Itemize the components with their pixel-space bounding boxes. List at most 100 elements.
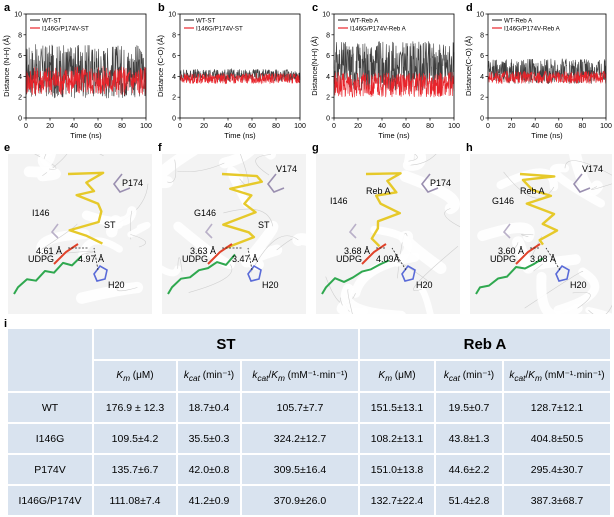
x-tick-label: 20 <box>508 123 516 130</box>
cofactor-label: UDPG <box>336 254 362 264</box>
x-tick-label: 20 <box>46 123 54 130</box>
column-header: kcat (min⁻¹) <box>436 361 504 393</box>
residue-146-label: G146 <box>492 196 514 206</box>
protein-ribbon <box>298 239 306 258</box>
cofactor-label: UDPG <box>490 254 516 264</box>
x-tick-label: 80 <box>579 123 587 130</box>
x-tick-label: 0 <box>24 123 28 130</box>
group-header-reba: Reb A <box>360 329 610 361</box>
legend-label: WT-Reb A <box>504 18 533 25</box>
y-tick-label: 0 <box>326 116 330 123</box>
x-tick-label: 60 <box>94 123 102 130</box>
y-tick-label: 8 <box>326 32 330 39</box>
y-tick-label: 4 <box>18 74 22 81</box>
x-tick-label: 40 <box>378 123 386 130</box>
cofactor-label: UDPG <box>182 254 208 264</box>
panel-label: d <box>466 2 473 14</box>
ligand-label: ST <box>104 220 116 230</box>
histidine-label: H20 <box>570 280 587 290</box>
table-cell: 151.5±13.1 <box>360 393 436 424</box>
panel-label: f <box>158 142 162 154</box>
x-tick-label: 80 <box>272 123 280 130</box>
legend-label: WT-ST <box>42 18 61 25</box>
y-tick-label: 2 <box>326 95 330 102</box>
y-tick-label: 10 <box>168 12 176 19</box>
histidine-label: H20 <box>416 280 433 290</box>
legend-label: WT-ST <box>196 18 215 25</box>
column-header: Km (μM) <box>94 361 178 393</box>
residue-174-label: P174 <box>430 178 451 188</box>
panel-label: b <box>158 2 165 14</box>
x-axis-label: Time (ns) <box>531 131 563 140</box>
x-tick-label: 0 <box>178 123 182 130</box>
x-axis-label: Time (ns) <box>70 131 102 140</box>
protein-ribbon-edge <box>445 209 460 248</box>
x-tick-label: 100 <box>600 123 612 130</box>
protein-ribbon <box>130 225 147 235</box>
table-cell: 295.4±30.7 <box>504 455 610 486</box>
x-axis-label: Time (ns) <box>378 131 410 140</box>
group-header-st: ST <box>94 329 360 361</box>
residue-146-sticks <box>350 224 356 238</box>
table-cell: 109.5±4.2 <box>94 424 178 455</box>
ligand-sticks <box>222 174 262 248</box>
y-axis-label: Distance(C-O) (Å) <box>464 36 473 97</box>
table-cell: 18.7±0.4 <box>178 393 242 424</box>
protein-ribbon <box>379 154 409 161</box>
protein-ribbon <box>29 172 55 176</box>
y-tick-label: 10 <box>476 12 484 19</box>
legend-label: I146G/P174V-Reb A <box>504 26 561 33</box>
row-label: P174V <box>8 455 94 486</box>
protein-ribbon <box>162 235 178 273</box>
x-tick-label: 60 <box>402 123 410 130</box>
y-tick-label: 2 <box>18 95 22 102</box>
x-tick-label: 100 <box>140 123 152 130</box>
distance-label-2: 4.97 Å <box>78 254 104 264</box>
histidine-label: H20 <box>262 280 279 290</box>
x-tick-label: 40 <box>531 123 539 130</box>
y-tick-label: 4 <box>480 74 484 81</box>
y-tick-label: 2 <box>172 95 176 102</box>
panel-label-i: i <box>4 318 7 330</box>
y-tick-label: 6 <box>18 53 22 60</box>
x-tick-label: 20 <box>354 123 362 130</box>
x-tick-label: 20 <box>200 123 208 130</box>
row-label: WT <box>8 393 94 424</box>
protein-ribbon <box>162 154 198 182</box>
protein-ribbon <box>422 289 431 314</box>
residue-146-label: G146 <box>194 208 216 218</box>
kinetics-table: ST Reb A Km (μM) kcat (min⁻¹)kcat/Km (mM⁻… <box>8 329 610 517</box>
y-axis-label: Distance (N-H) (Å) <box>2 35 11 97</box>
legend-label: I146G/P174V-ST <box>42 26 89 33</box>
table-cell: 135.7±6.7 <box>94 455 178 486</box>
y-tick-label: 8 <box>172 32 176 39</box>
y-tick-label: 0 <box>18 116 22 123</box>
table-cell: 309.5±16.4 <box>242 455 360 486</box>
ligand-label: Reb A <box>366 186 391 196</box>
table-cell: 42.0±0.8 <box>178 455 242 486</box>
table-cell: 176.9 ± 12.3 <box>94 393 178 424</box>
legend-label: I146G/P174V-ST <box>196 26 243 33</box>
column-header: kcat/Km (mM⁻¹·min⁻¹) <box>504 361 610 393</box>
row-label: I146G <box>8 424 94 455</box>
y-tick-label: 6 <box>480 53 484 60</box>
y-tick-label: 8 <box>480 32 484 39</box>
y-tick-label: 10 <box>14 12 22 19</box>
y-axis-label: Distance(N-H) (Å) <box>310 36 319 96</box>
x-tick-label: 60 <box>248 123 256 130</box>
y-tick-label: 6 <box>172 53 176 60</box>
